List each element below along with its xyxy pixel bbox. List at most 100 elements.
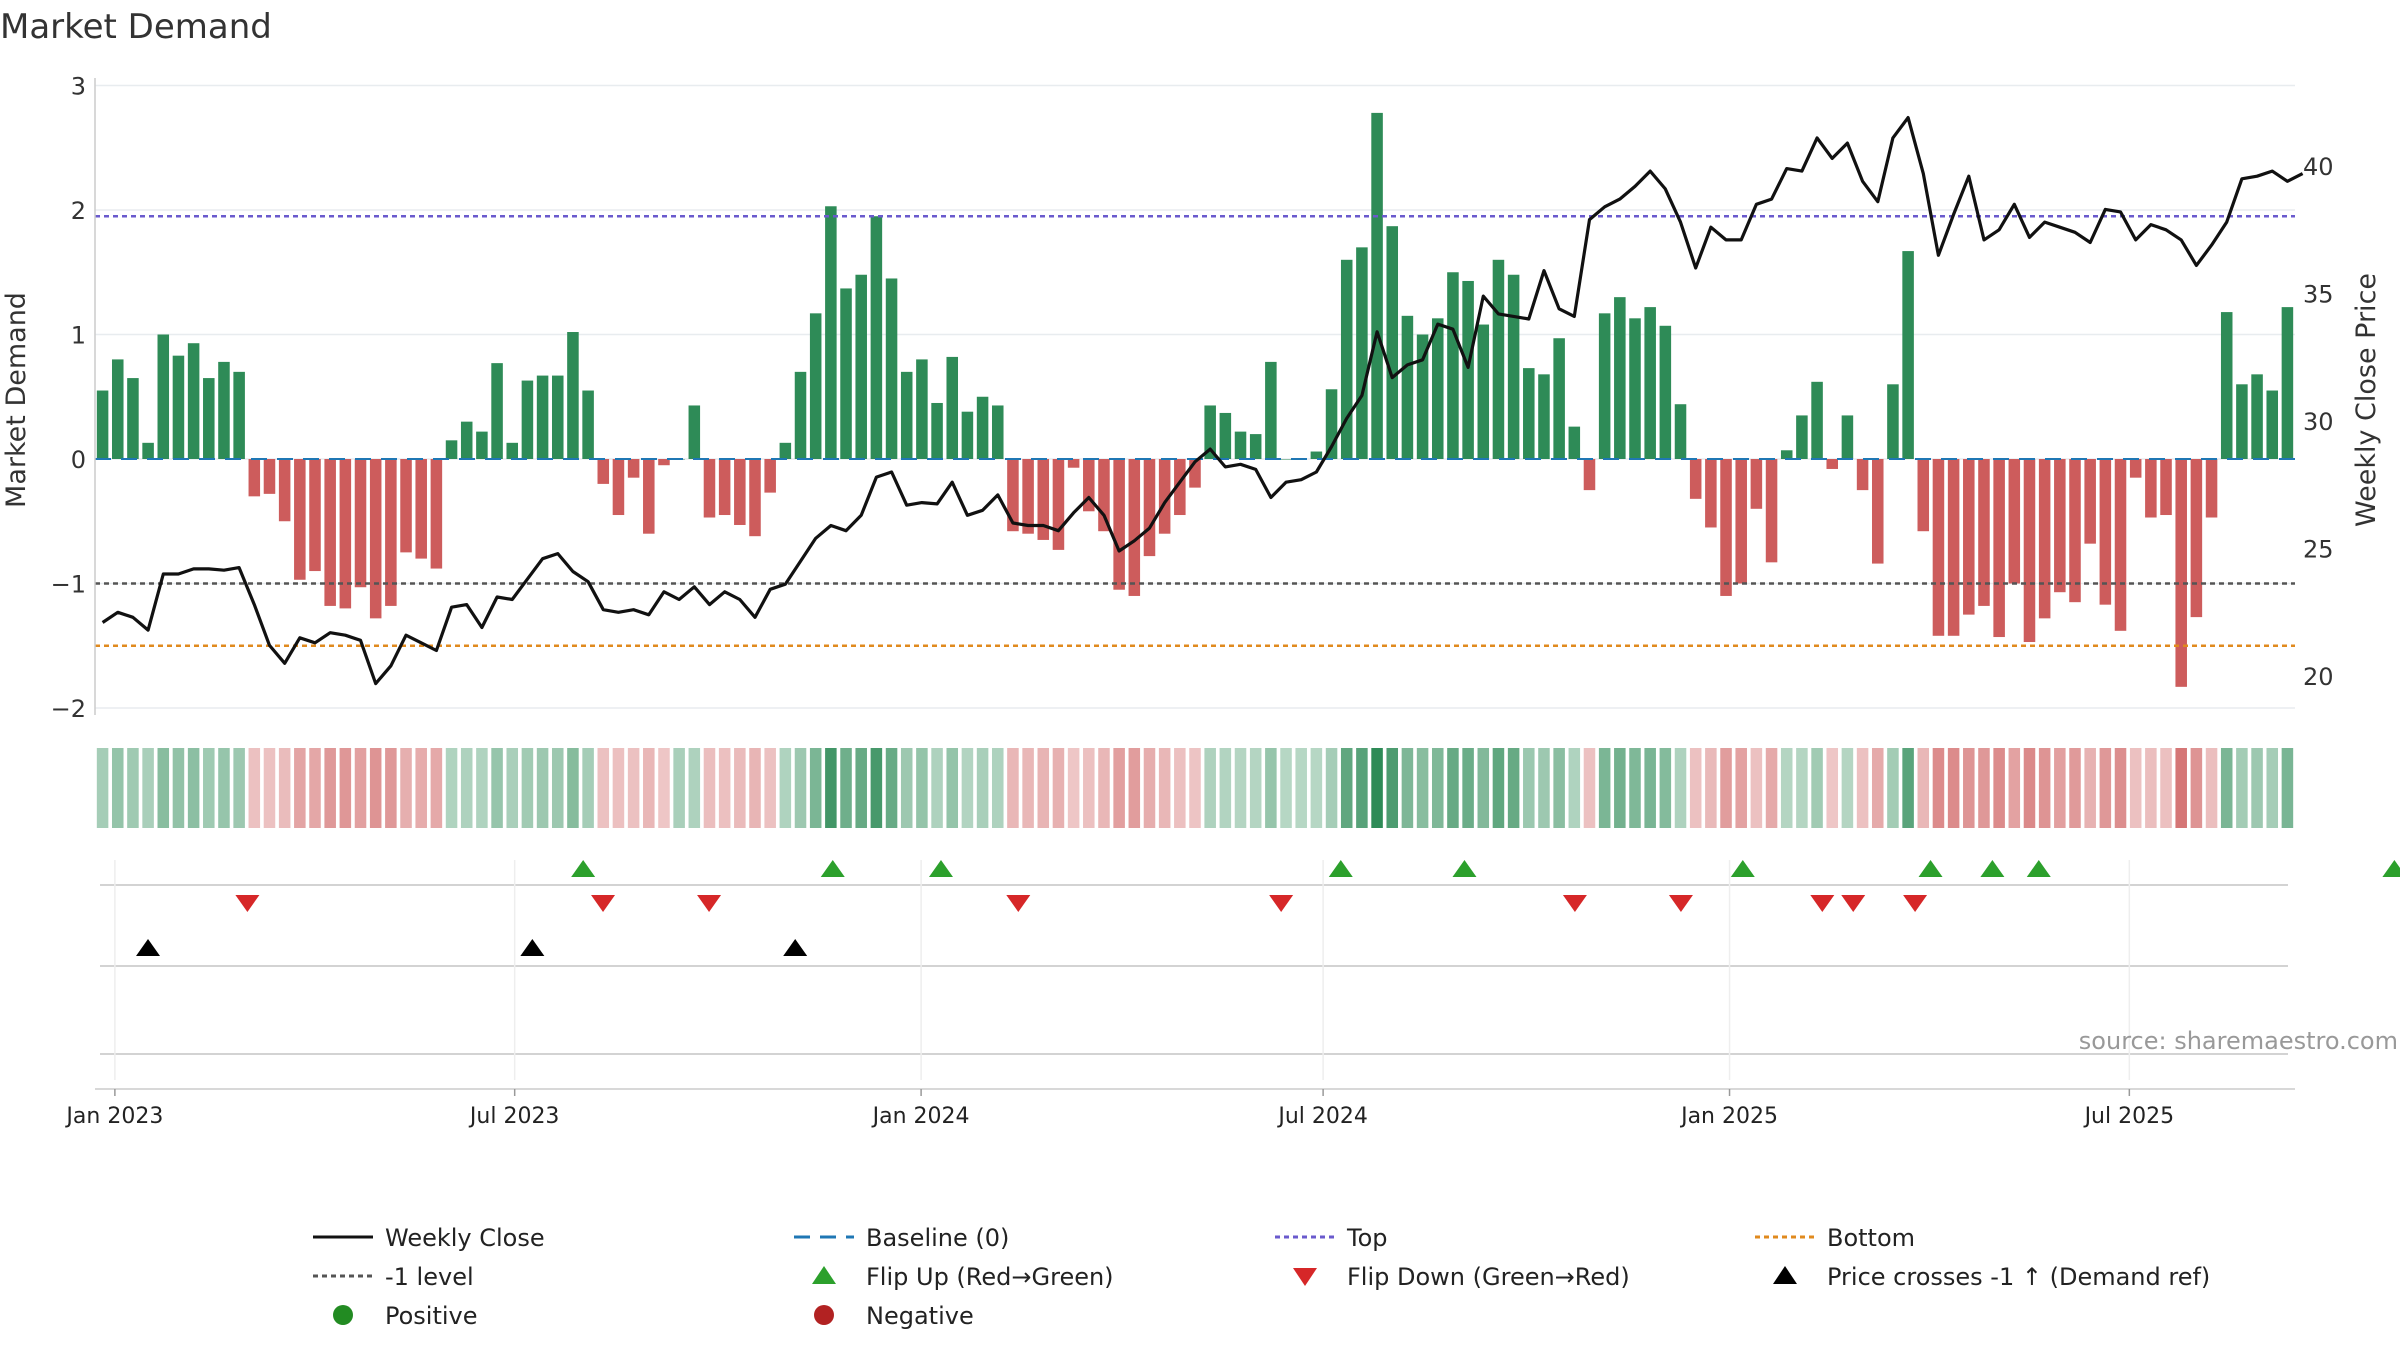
demand-bar-negative [1083, 459, 1095, 512]
demand-bar-positive [233, 371, 245, 459]
strip-cell-positive [460, 748, 473, 828]
flip-up-marker [571, 860, 596, 877]
legend-item: Flip Down (Green→Red) [1293, 1263, 1630, 1291]
legend-item: Flip Up (Red→Green) [812, 1263, 1114, 1291]
demand-bar-positive [111, 359, 124, 459]
strip-cell-positive [1234, 748, 1247, 828]
y-tick-label-right: 30 [2303, 408, 2334, 436]
strip-cell-positive [1523, 748, 1535, 828]
demand-bar-negative [1052, 459, 1065, 550]
weekly-close-layer [101, 115, 2304, 686]
demand-bar-negative [658, 459, 670, 466]
strip-cell-positive [688, 748, 701, 828]
demand-bar-negative [718, 459, 731, 516]
strip-cell-negative [339, 748, 352, 828]
demand-bar-positive [218, 361, 230, 459]
strip-cell-positive [1811, 748, 1823, 828]
strip-cell-positive [2220, 748, 2233, 828]
demand-bar-positive [2220, 312, 2233, 459]
strip-cell-negative [2190, 748, 2203, 828]
y-axis-label-left: Market Demand [1, 292, 32, 508]
demand-bar-negative [1932, 459, 1945, 636]
strip-cell-positive [582, 748, 594, 828]
strip-cell-negative [2023, 748, 2036, 828]
legend-label: Negative [866, 1302, 974, 1330]
strip-cell-positive [794, 748, 807, 828]
strip-cell-positive [187, 748, 200, 828]
demand-bar-positive [1356, 247, 1368, 459]
strip-cell-positive [172, 748, 185, 828]
strip-cell-negative [612, 748, 625, 828]
strip-cell-positive [1249, 748, 1262, 828]
legend-label: Flip Up (Red→Green) [866, 1263, 1114, 1291]
strip-cell-negative [2084, 748, 2096, 828]
strip-cell-negative [643, 748, 655, 828]
strip-cell-positive [1902, 748, 1914, 828]
demand-bar-negative [2190, 459, 2203, 618]
strip-cell-positive [1780, 748, 1793, 828]
demand-bar-positive [1811, 381, 1823, 459]
demand-bar-positive [142, 442, 154, 459]
flip-up-marker [820, 860, 845, 877]
y-tick-label-left: −2 [51, 695, 86, 723]
demand-bar-negative [627, 459, 640, 478]
strip-cell-negative [2008, 748, 2021, 828]
strip-cell-negative [1158, 748, 1171, 828]
demand-bar-negative [1856, 459, 1869, 491]
demand-bars [96, 112, 2294, 687]
strip-cell-negative [1720, 748, 1732, 828]
strip-cell-positive [1401, 748, 1414, 828]
axes-layer: 3 2 1 0 −1 −2 40 35 30 25 20 Jan 2023 Jul 2023 Jan 20… [51, 73, 2334, 1130]
flip-down-marker [1810, 895, 1835, 912]
demand-bar-positive [536, 375, 549, 459]
strip-cell-negative [597, 748, 610, 828]
demand-bar-negative [1947, 459, 1960, 636]
legend-item: Bottom [1755, 1224, 1915, 1252]
demand-bar-positive [1371, 112, 1383, 459]
demand-bar-positive [855, 274, 867, 459]
demand-bar-positive [1416, 334, 1429, 459]
strip-cell-positive [2236, 748, 2248, 828]
strip-cell-positive [976, 748, 989, 828]
demand-bar-positive [1614, 297, 1626, 459]
strip-cell-positive [142, 748, 154, 828]
demand-bar-negative [2114, 459, 2127, 631]
strip-cell-negative [1098, 748, 1110, 828]
strip-cell-positive [551, 748, 564, 828]
demand-bar-positive [1447, 272, 1459, 459]
strip-cell-positive [1462, 748, 1474, 828]
demand-bar-positive [1553, 338, 1565, 459]
strip-cell-negative [2129, 748, 2142, 828]
demand-bar-negative [339, 459, 352, 609]
demand-bar-negative [2038, 459, 2051, 619]
strip-cell-negative [430, 748, 443, 828]
strip-cell-positive [1568, 748, 1581, 828]
strip-cell-positive [1887, 748, 1899, 828]
legend-item: Negative [814, 1302, 974, 1330]
demand-bar-positive [961, 411, 974, 459]
strip-cell-negative [2114, 748, 2127, 828]
strip-cell-positive [916, 748, 928, 828]
legend: Weekly Close Baseline (0) Top Bottom -1 leve… [313, 1224, 2210, 1330]
strip-cell-positive [1386, 748, 1399, 828]
y-tick-label-right: 20 [2303, 663, 2334, 691]
demand-bar-negative [1158, 459, 1171, 534]
demand-bar-positive [991, 405, 1004, 459]
demand-bar-positive [1204, 405, 1216, 459]
strip-cell-negative [1750, 748, 1763, 828]
legend-label: Bottom [1827, 1224, 1915, 1252]
strip-cell-positive [855, 748, 867, 828]
demand-bar-positive [840, 288, 852, 459]
demand-bar-negative [278, 459, 291, 522]
strip-cell-negative [2069, 748, 2081, 828]
demand-bar-positive [445, 440, 458, 459]
strip-cell-positive [1598, 748, 1611, 828]
flip-up-marker [1918, 860, 1943, 877]
strip-cell-negative [2160, 748, 2172, 828]
demand-bar-positive [1841, 415, 1854, 459]
y-tick-label-left: 0 [71, 446, 86, 474]
demand-bar-positive [1598, 313, 1611, 459]
strip-cell-positive [233, 748, 245, 828]
strip-cell-positive [1219, 748, 1232, 828]
